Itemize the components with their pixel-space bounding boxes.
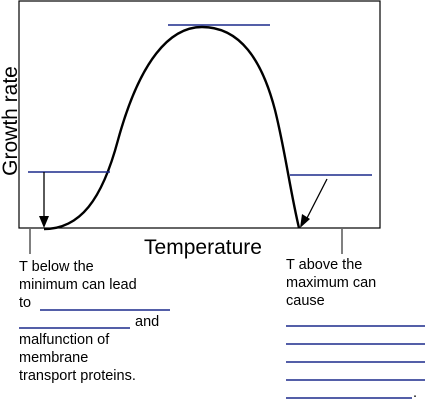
- plot-frame: [18, 0, 381, 229]
- right-arrow-head: [300, 214, 310, 228]
- left-text-line2: minimum can lead: [19, 277, 137, 293]
- left-text-line5: malfunction of: [19, 332, 110, 348]
- right-text-line2: maximum can: [286, 275, 376, 291]
- left-arrow-head: [39, 216, 49, 228]
- left-text-line6: membrane: [19, 350, 88, 366]
- right-arrow-shaft: [305, 178, 328, 221]
- right-final-period: .: [413, 385, 417, 401]
- left-text-line3: to: [19, 295, 31, 311]
- left-text-line4: and: [135, 314, 159, 330]
- x-axis-label: Temperature: [144, 236, 262, 259]
- right-text-line1: T above the: [286, 257, 362, 273]
- right-text-line3: cause: [286, 293, 325, 309]
- left-text-line1: T below the: [19, 259, 94, 275]
- y-axis-label: Growth rate: [0, 66, 22, 176]
- growth-curve: [43, 25, 301, 231]
- left-text-line7: transport proteins.: [19, 368, 136, 384]
